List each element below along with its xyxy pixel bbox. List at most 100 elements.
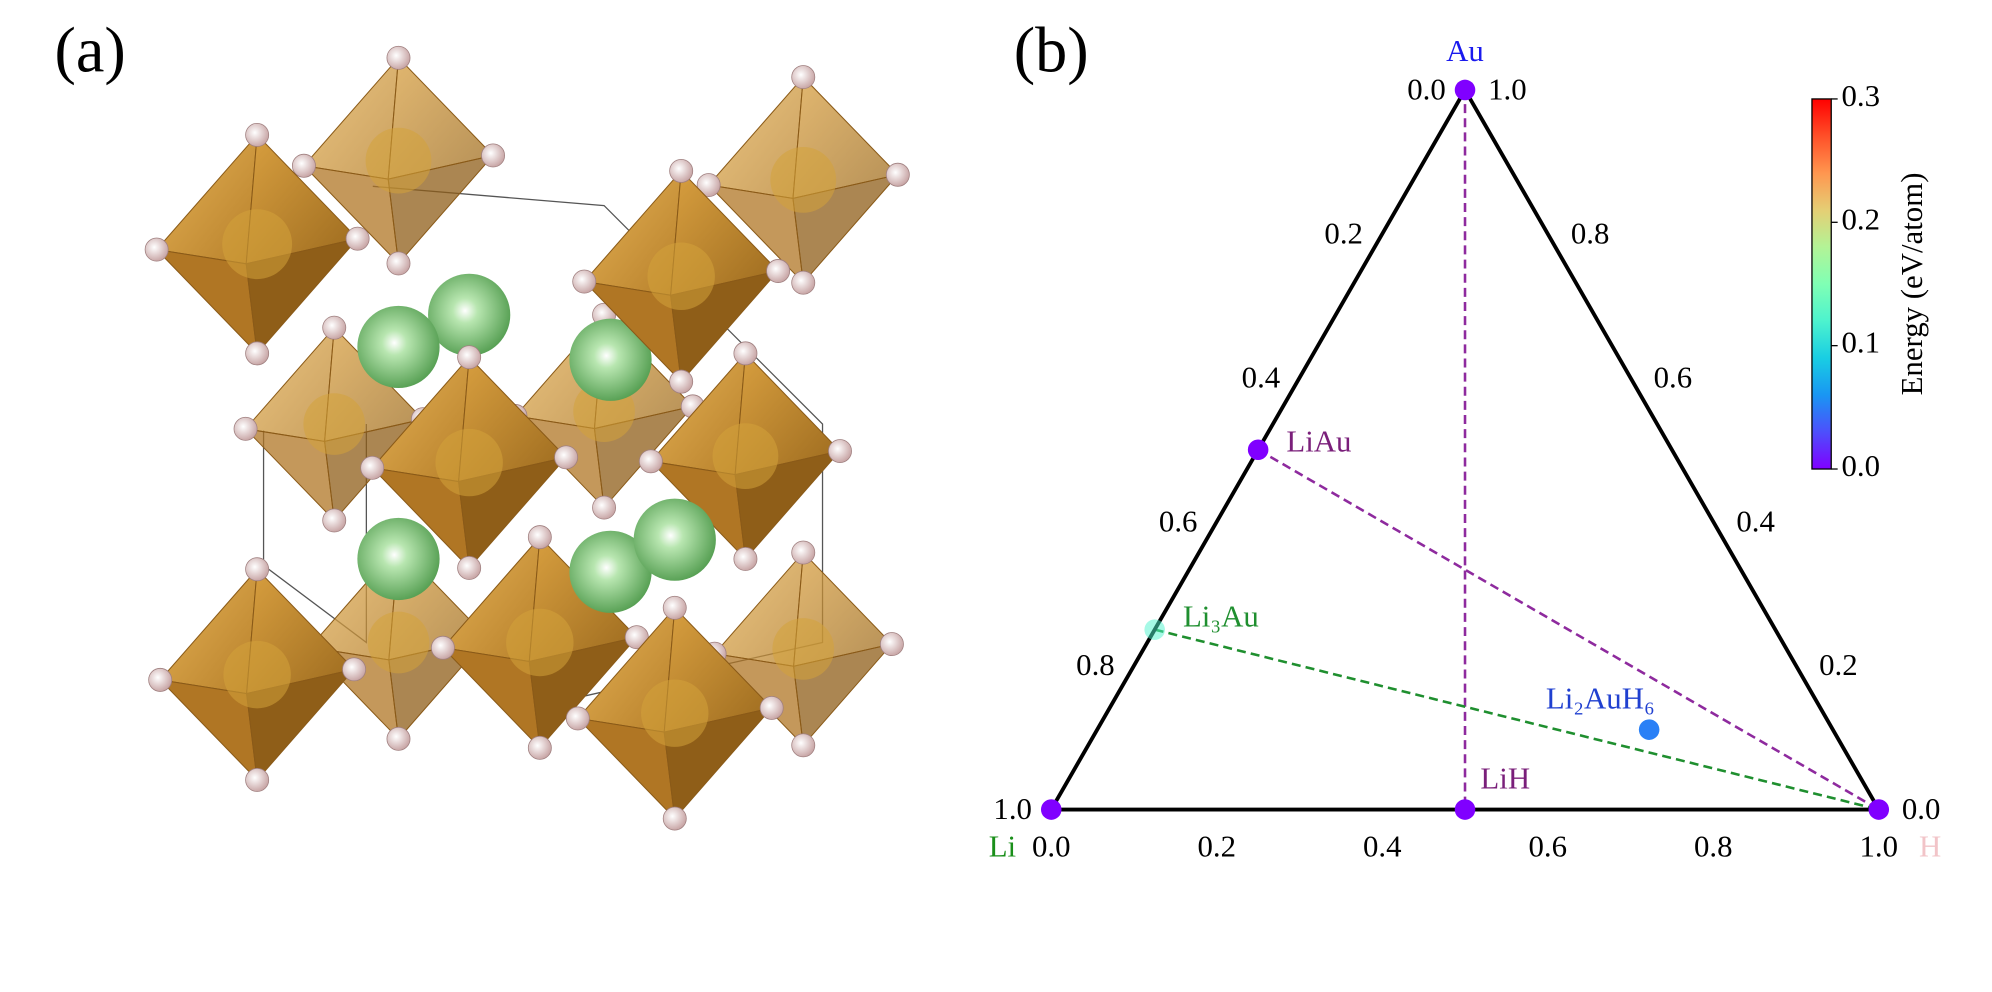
h-atom [669,158,694,183]
phase-point [1868,799,1890,820]
li-atom [633,498,716,581]
left-tick-label: 0.4 [1242,360,1281,394]
h-atom [481,143,506,168]
au-atom [772,618,835,680]
au-atom [647,242,715,310]
h-atom [662,595,687,620]
right-tick-label: 0.8 [1571,217,1610,251]
li-atom [569,530,652,613]
bottom-tick-label: 1.0 [1860,829,1899,863]
colorbar-tick-label: 0.0 [1842,449,1881,483]
phase-point [1454,79,1476,101]
crystal-structure [144,45,910,831]
panel-label: (a) [54,14,125,85]
left-tick-label: 0.2 [1324,217,1363,251]
li-atom [357,517,440,601]
phase-point [1144,619,1165,640]
h-atom [342,657,367,682]
panel-label: (b) [1014,14,1089,85]
left-tick-label: 0.6 [1159,504,1198,538]
h-atom [565,706,590,731]
au-atom [303,393,366,455]
au-atom [435,428,503,497]
h-atom [669,369,694,394]
bottom-tick-label: 0.4 [1363,829,1402,863]
h-atom [233,416,258,441]
h-atom [733,341,758,366]
h-atom [638,449,663,474]
h-atom [696,173,721,197]
right-tick-label: 0.6 [1654,360,1693,394]
h-atom [527,525,552,550]
h-atom [345,226,370,251]
au-atom [712,423,779,490]
h-atom [457,345,482,370]
h-atom [554,445,579,470]
li-atom [428,273,511,356]
h-atom [245,122,270,147]
bottom-tick-label: 0.6 [1528,829,1567,863]
h-atom [291,153,316,178]
h-atom [322,508,347,533]
h-atom [791,65,816,90]
h-atom [828,439,852,463]
h-atom [879,632,904,657]
phase-point [1638,719,1660,740]
h-atom [386,45,411,70]
left-tick-label: 0.8 [1076,648,1115,682]
au-atom [770,147,837,213]
bottom-tick-label: 0.2 [1197,829,1236,863]
li-atom [357,305,440,389]
h-atom [791,270,816,295]
right-tick-label: 1.0 [1488,73,1527,107]
au-atom [365,127,432,194]
h-atom [245,341,270,366]
phase-label: LiAu [1286,425,1351,459]
left-tick-label: 1.0 [993,792,1032,826]
phase-point [1040,799,1062,820]
au-atom [506,608,574,677]
colorbar-tick-label: 0.3 [1842,79,1881,113]
h-atom [662,806,687,831]
bottom-tick-label: 0.8 [1694,829,1733,863]
phase-point [1247,439,1269,461]
au-atom [222,209,293,280]
phase-label: LiH [1480,761,1530,795]
tie-line [1257,448,1880,811]
tie-line [1154,628,1880,811]
vertex-label: H [1919,829,1941,863]
h-atom [457,556,482,580]
vertex-label: Au [1446,34,1484,68]
h-atom [430,635,455,660]
li-atom [569,318,652,401]
phase-point [1454,799,1476,820]
h-atom [791,733,816,758]
colorbar-tick-label: 0.1 [1842,326,1881,360]
right-tick-label: 0.2 [1819,648,1858,682]
phase-label: Li₂AuH₆ [1546,681,1655,715]
h-atom [386,251,411,276]
h-atom [592,495,617,520]
h-atom [759,695,784,720]
h-atom [527,735,552,760]
colorbar-tick-label: 0.2 [1842,202,1881,236]
h-atom [572,269,597,294]
h-atom [733,547,758,571]
h-atom [791,540,816,565]
colorbar [1811,98,1832,470]
bottom-tick-label: 0.0 [1032,829,1071,863]
au-atom [223,640,291,709]
phase-label: Li₃Au [1183,599,1259,633]
h-atom [322,315,347,340]
h-atom [245,557,270,582]
au-atom [641,679,709,747]
right-tick-label: 0.0 [1902,792,1941,826]
colorbar-label: Energy (eV/atom) [1895,173,1929,396]
h-atom [386,726,411,751]
au-atom [367,611,430,674]
h-atom [148,667,173,692]
left-tick-label: 0.0 [1407,73,1446,107]
h-atom [245,768,270,792]
h-atom [360,455,385,480]
